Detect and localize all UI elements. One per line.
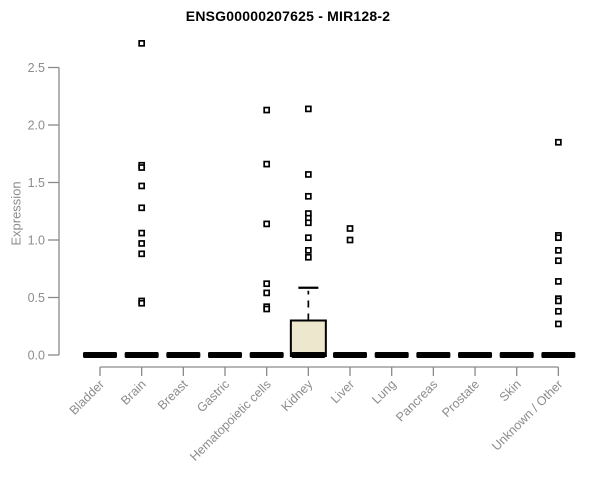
y-axis-tick-label: 1.5 [28, 176, 45, 190]
outlier-point [138, 182, 146, 190]
outlier-point [555, 247, 562, 254]
x-axis-tick-label: Gastric [194, 377, 232, 415]
x-axis-tick-label: Bladder [67, 377, 107, 417]
y-axis-tick-label: 2.5 [28, 61, 45, 75]
outlier-point [305, 219, 312, 227]
median-bar [333, 352, 368, 358]
chart-title: ENSG00000207625 - MIR128-2 [185, 8, 391, 24]
median-bar [124, 352, 159, 358]
median-bar [416, 352, 451, 358]
outlier-point [263, 280, 271, 288]
outlier-point [263, 106, 271, 114]
outlier-point [138, 229, 146, 237]
outlier-point [555, 278, 562, 285]
outlier-point [305, 247, 312, 254]
median-bar [83, 352, 117, 358]
outlier-point [555, 297, 562, 305]
outlier-point [346, 236, 354, 244]
outlier-point [263, 160, 271, 168]
outlier-point [555, 320, 562, 328]
outlier-point [305, 192, 312, 200]
outlier-point [346, 225, 354, 232]
median-bar [541, 352, 576, 358]
outlier-point [138, 250, 146, 258]
x-axis-tick-label: Kidney [279, 377, 316, 414]
outlier-point [138, 240, 146, 247]
outlier-point [138, 39, 146, 47]
x-axis-tick-label: Unknown / Other [489, 377, 565, 453]
outlier-point [305, 105, 312, 113]
y-axis-tick-label: 2.0 [28, 119, 45, 133]
x-axis-tick-label: Prostate [439, 377, 482, 420]
outlier-point [263, 305, 271, 313]
x-axis-tick-label: Lung [369, 377, 399, 407]
x-axis-tick-label: Liver [328, 377, 357, 406]
median-bar [499, 352, 534, 358]
median-bar [458, 352, 493, 358]
x-axis-tick-label: Breast [155, 377, 191, 413]
x-axis-tick-label: Brain [118, 377, 149, 408]
median-bar [374, 352, 409, 358]
outlier-point [305, 171, 312, 178]
y-axis-tick-label: 0.0 [28, 349, 45, 363]
median-bar [291, 352, 326, 358]
outlier-point [305, 234, 312, 242]
x-axis-tick-label: Pancreas [393, 377, 440, 424]
outlier-point [555, 257, 562, 265]
box-iqr [289, 319, 327, 357]
outlier-point [555, 234, 562, 242]
outlier-point [138, 164, 146, 171]
outlier-point [555, 307, 562, 315]
y-axis-tick-label: 1.0 [28, 234, 45, 248]
median-bar [208, 352, 243, 358]
outlier-point [263, 220, 271, 228]
median-bar [166, 352, 201, 358]
x-axis-tick-label: Hematopoietic cells [187, 377, 274, 464]
outlier-point [138, 204, 146, 212]
x-axis-tick-label: Skin [497, 377, 524, 404]
median-bar [249, 352, 284, 358]
outlier-point [305, 253, 312, 261]
outlier-point [555, 138, 562, 146]
outlier-point [138, 299, 146, 307]
y-axis-tick-label: 0.5 [28, 291, 45, 305]
outlier-point [263, 289, 271, 297]
